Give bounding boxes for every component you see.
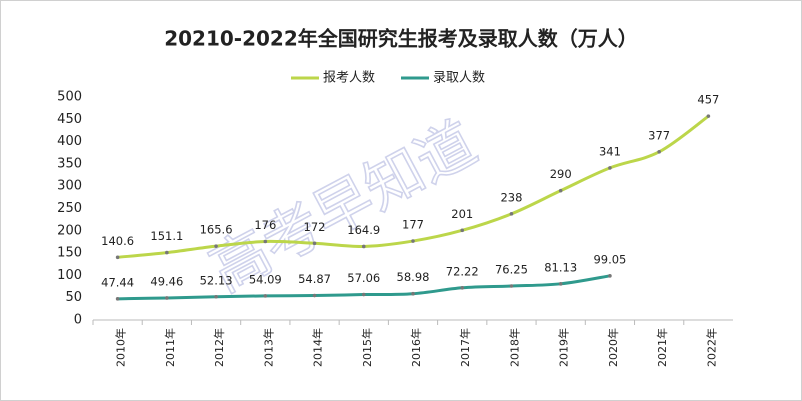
y-tick-label: 500 bbox=[57, 90, 82, 105]
x-tick-label: 2011年 bbox=[163, 328, 177, 367]
point bbox=[411, 291, 415, 296]
x-tick-label: 2012年 bbox=[212, 328, 226, 367]
y-tick-label: 450 bbox=[57, 112, 82, 127]
value-label: 99.05 bbox=[593, 252, 626, 266]
point bbox=[657, 150, 661, 154]
value-label: 165.6 bbox=[200, 223, 233, 237]
point bbox=[509, 284, 514, 288]
value-label: 290 bbox=[550, 167, 572, 181]
point bbox=[361, 292, 366, 297]
point bbox=[263, 294, 268, 298]
y-tick-label: 200 bbox=[57, 223, 82, 238]
value-label: 72.22 bbox=[446, 264, 479, 278]
value-label: 57.06 bbox=[347, 271, 380, 285]
value-label: 52.13 bbox=[200, 273, 233, 287]
value-label: 47.44 bbox=[101, 275, 134, 289]
value-label: 176 bbox=[254, 218, 276, 232]
x-tick-label: 2013年 bbox=[261, 328, 275, 367]
y-tick-label: 400 bbox=[57, 134, 82, 149]
value-label: 140.6 bbox=[101, 234, 134, 248]
value-label: 177 bbox=[402, 218, 424, 232]
value-label: 201 bbox=[451, 207, 473, 221]
point bbox=[558, 282, 563, 286]
point bbox=[165, 296, 169, 300]
value-label: 164.9 bbox=[347, 223, 380, 237]
point bbox=[361, 244, 366, 249]
point bbox=[263, 239, 268, 244]
x-tick-label: 2014年 bbox=[311, 328, 325, 367]
y-tick-label: 250 bbox=[57, 201, 82, 216]
value-label: 341 bbox=[599, 144, 621, 158]
y-tick-label: 350 bbox=[57, 156, 82, 171]
y-tick-label: 0 bbox=[74, 313, 82, 328]
x-tick-label: 2017年 bbox=[458, 328, 472, 367]
x-tick-label: 2016年 bbox=[409, 328, 423, 367]
point bbox=[165, 250, 169, 255]
value-label: 172 bbox=[304, 220, 326, 234]
point bbox=[411, 239, 415, 243]
x-tick-label: 2022年 bbox=[704, 328, 718, 367]
legend-label: 报考人数 bbox=[323, 71, 375, 86]
point bbox=[460, 285, 465, 290]
y-tick-label: 50 bbox=[65, 290, 82, 305]
value-label: 238 bbox=[500, 190, 522, 204]
x-tick-label: 2020年 bbox=[606, 328, 620, 367]
point bbox=[460, 228, 465, 233]
value-label: 377 bbox=[648, 128, 670, 142]
point bbox=[608, 166, 612, 170]
point bbox=[214, 244, 218, 248]
value-label: 76.25 bbox=[495, 262, 528, 276]
value-label: 457 bbox=[697, 93, 719, 107]
value-label: 58.98 bbox=[397, 270, 430, 284]
point bbox=[115, 297, 120, 301]
x-tick-label: 2018年 bbox=[507, 328, 521, 367]
value-label: 81.13 bbox=[544, 260, 577, 274]
value-label: 49.46 bbox=[150, 274, 183, 288]
x-tick-label: 2021年 bbox=[655, 328, 669, 367]
value-label: 151.1 bbox=[150, 229, 183, 243]
point bbox=[312, 241, 317, 246]
point bbox=[312, 293, 317, 298]
value-label: 54.09 bbox=[249, 272, 282, 286]
y-tick-label: 300 bbox=[57, 179, 82, 194]
point bbox=[115, 255, 120, 260]
point bbox=[608, 274, 612, 278]
x-tick-label: 2019年 bbox=[557, 328, 571, 367]
x-tick-label: 2015年 bbox=[360, 328, 374, 367]
x-tick-label: 2010年 bbox=[114, 328, 128, 367]
y-tick-label: 150 bbox=[57, 246, 82, 261]
point bbox=[558, 188, 563, 193]
y-tick-label: 100 bbox=[57, 268, 82, 283]
legend-label: 录取人数 bbox=[433, 71, 485, 86]
point bbox=[706, 114, 711, 118]
point bbox=[509, 212, 514, 216]
chart-title: 20210-2022年全国研究生报考及录取人数（万人） bbox=[164, 27, 638, 51]
value-label: 54.87 bbox=[298, 272, 331, 286]
point bbox=[214, 294, 218, 299]
